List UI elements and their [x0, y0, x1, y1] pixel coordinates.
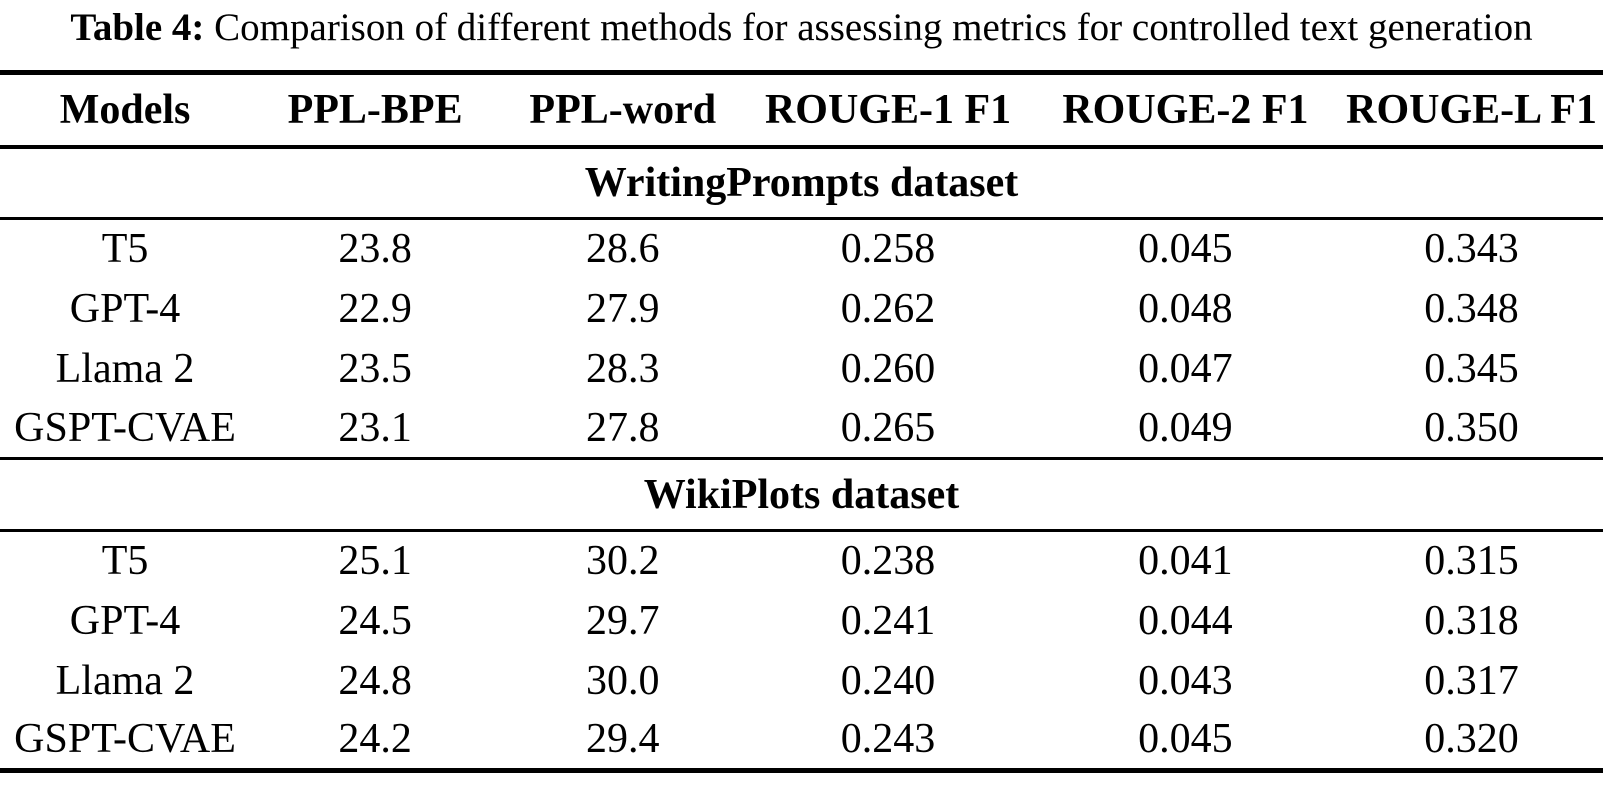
metric-cell: 0.348: [1424, 285, 1519, 332]
metric-cell: 27.9: [586, 285, 660, 332]
metric-cell: 24.5: [338, 597, 412, 644]
metric-cell: 0.320: [1424, 716, 1519, 763]
table-row: GSPT-CVAE 24.2 29.4 0.243 0.045 0.320: [0, 711, 1603, 771]
column-header-ppl-bpe: PPL-BPE: [287, 86, 463, 133]
model-name-cell: GPT-4: [69, 285, 181, 332]
metric-cell: 30.0: [586, 657, 660, 704]
metric-cell: 24.2: [338, 716, 412, 763]
metric-cell: 0.238: [840, 538, 936, 585]
model-name-cell: GSPT-CVAE: [14, 716, 236, 763]
metric-cell: 0.243: [840, 716, 936, 763]
table-row: Llama 2 23.5 28.3 0.260 0.047 0.345: [0, 339, 1603, 399]
table-caption: Table 4: Comparison of different methods…: [0, 0, 1603, 70]
model-name-cell: GSPT-CVAE: [14, 404, 236, 451]
table-row: GSPT-CVAE 23.1 27.8 0.265 0.049 0.350: [0, 399, 1603, 459]
section-row-writingprompts: WritingPrompts dataset: [0, 146, 1603, 219]
table-row: Llama 2 24.8 30.0 0.240 0.043 0.317: [0, 651, 1603, 711]
metric-cell: 0.045: [1138, 716, 1233, 763]
table-caption-label: Table 4:: [70, 6, 205, 49]
metric-cell: 0.048: [1138, 285, 1233, 332]
table-row: T5 23.8 28.6 0.258 0.045 0.343: [0, 219, 1603, 279]
metric-cell: 23.1: [338, 404, 412, 451]
model-name-cell: Llama 2: [55, 657, 195, 704]
column-header-rouge1-f1: ROUGE-1 F1: [764, 86, 1012, 133]
metric-cell: 23.8: [338, 226, 412, 273]
metric-cell: 29.7: [586, 597, 660, 644]
metric-cell: 0.043: [1138, 657, 1233, 704]
metric-cell: 0.345: [1424, 345, 1519, 392]
metric-cell: 0.343: [1424, 226, 1519, 273]
metric-cell: 0.041: [1138, 538, 1233, 585]
column-header-ppl-word: PPL-word: [529, 86, 717, 133]
table-row: GPT-4 24.5 29.7 0.241 0.044 0.318: [0, 591, 1603, 651]
metric-cell: 25.1: [338, 538, 412, 585]
metric-cell: 0.047: [1138, 345, 1233, 392]
table-row: GPT-4 22.9 27.9 0.262 0.048 0.348: [0, 279, 1603, 339]
metric-cell: 0.240: [840, 657, 936, 704]
table-header-row: Models PPL-BPE PPL-word ROUGE-1 F1 ROUGE…: [0, 73, 1603, 147]
model-name-cell: T5: [101, 538, 149, 585]
metric-cell: 0.317: [1424, 657, 1519, 704]
metric-cell: 29.4: [586, 716, 660, 763]
section-title-wikiplots: WikiPlots dataset: [643, 471, 960, 518]
metric-cell: 24.8: [338, 657, 412, 704]
metric-cell: 0.350: [1424, 404, 1519, 451]
metric-cell: 23.5: [338, 345, 412, 392]
metric-cell: 22.9: [338, 285, 412, 332]
metric-cell: 0.260: [840, 345, 936, 392]
results-table: Models PPL-BPE PPL-word ROUGE-1 F1 ROUGE…: [0, 70, 1603, 773]
metric-cell: 0.044: [1138, 597, 1233, 644]
metric-cell: 0.265: [840, 404, 936, 451]
table-caption-text: Comparison of different methods for asse…: [214, 6, 1533, 49]
column-header-models: Models: [59, 86, 191, 133]
metric-cell: 27.8: [586, 404, 660, 451]
section-row-wikiplots: WikiPlots dataset: [0, 458, 1603, 531]
metric-cell: 28.6: [586, 226, 660, 273]
metric-cell: 0.258: [840, 226, 936, 273]
table-row: T5 25.1 30.2 0.238 0.041 0.315: [0, 531, 1603, 591]
metric-cell: 28.3: [586, 345, 660, 392]
column-header-rougel-f1: ROUGE-L F1: [1346, 86, 1597, 133]
model-name-cell: T5: [101, 226, 149, 273]
metric-cell: 0.262: [840, 285, 936, 332]
metric-cell: 0.318: [1424, 597, 1519, 644]
metric-cell: 0.241: [840, 597, 936, 644]
metric-cell: 0.315: [1424, 538, 1519, 585]
metric-cell: 0.049: [1138, 404, 1233, 451]
model-name-cell: GPT-4: [69, 597, 181, 644]
model-name-cell: Llama 2: [55, 345, 195, 392]
section-title-writingprompts: WritingPrompts dataset: [584, 159, 1019, 206]
metric-cell: 30.2: [586, 538, 660, 585]
metric-cell: 0.045: [1138, 226, 1233, 273]
column-header-rouge2-f1: ROUGE-2 F1: [1062, 86, 1309, 133]
